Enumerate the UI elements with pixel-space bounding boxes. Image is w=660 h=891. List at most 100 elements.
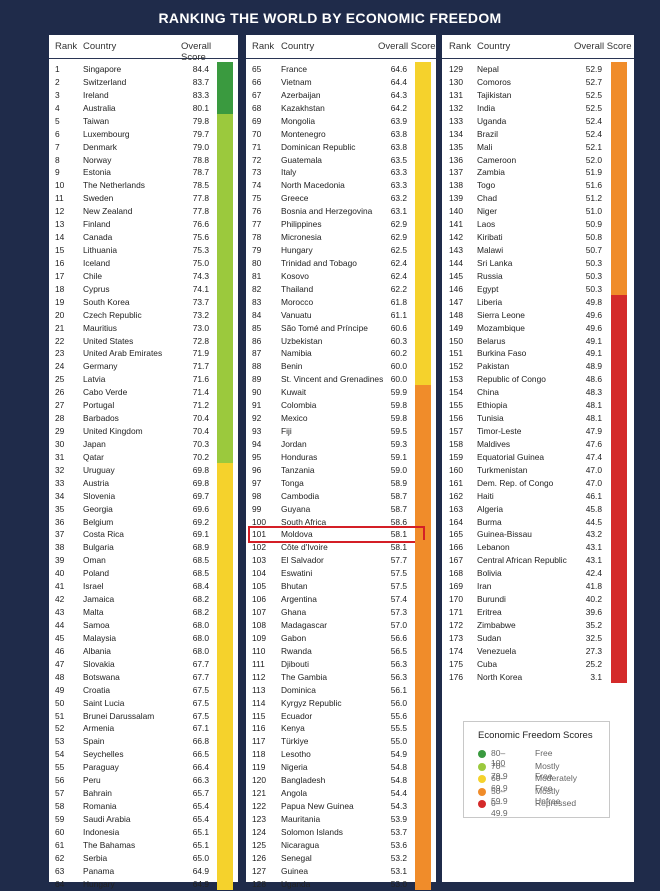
table-row: 119 Nigeria 54.8 xyxy=(246,761,436,774)
country-cell: Haiti xyxy=(477,490,494,501)
rank-cell: 142 xyxy=(449,232,463,243)
score-bar-segment xyxy=(217,281,233,296)
rank-cell: 70 xyxy=(252,128,262,139)
score-cell: 67.7 xyxy=(192,658,209,669)
rank-cell: 104 xyxy=(252,568,266,579)
score-bar-segment xyxy=(415,113,431,128)
country-cell: Slovakia xyxy=(83,658,115,669)
rank-cell: 175 xyxy=(449,658,463,669)
rank-cell: 52 xyxy=(55,723,65,734)
rank-cell: 133 xyxy=(449,115,463,126)
rank-cell: 19 xyxy=(55,296,65,307)
country-cell: India xyxy=(477,102,496,113)
rank-cell: 36 xyxy=(55,516,65,527)
score-cell: 53.7 xyxy=(390,826,407,837)
country-cell: Germany xyxy=(83,361,118,372)
table-row: 127 Guinea 53.1 xyxy=(246,865,436,878)
table-row: 1 Singapore 84.4 xyxy=(49,63,238,76)
table-row: 23 United Arab Emirates 71.9 xyxy=(49,347,238,360)
rank-cell: 5 xyxy=(55,115,60,126)
score-bar-segment xyxy=(611,100,627,115)
score-bar-segment xyxy=(415,721,431,735)
rank-cell: 160 xyxy=(449,464,463,475)
score-cell: 64.2 xyxy=(390,102,407,113)
rank-cell: 85 xyxy=(252,322,262,333)
score-cell: 50.8 xyxy=(585,232,602,243)
score-bar-segment xyxy=(217,514,233,529)
score-cell: 59.0 xyxy=(390,464,407,475)
score-bar-segment xyxy=(217,527,233,541)
rank-cell: 29 xyxy=(55,426,65,437)
score-cell: 54.4 xyxy=(390,788,407,799)
country-cell: Canada xyxy=(83,232,113,243)
table-row: 2 Switzerland 83.7 xyxy=(49,76,238,89)
country-cell: Morocco xyxy=(281,296,314,307)
legend-range: 0–49.9 xyxy=(491,798,508,818)
score-cell: 50.3 xyxy=(585,270,602,281)
table-row: 31 Qatar 70.2 xyxy=(49,451,238,464)
rank-cell: 48 xyxy=(55,671,65,682)
score-bar-segment xyxy=(415,682,431,697)
score-bar-segment xyxy=(415,488,431,503)
table-row: 159 Equatorial Guinea 47.4 xyxy=(442,451,634,464)
table-row: 170 Burundi 40.2 xyxy=(442,593,634,606)
country-cell: United States xyxy=(83,335,134,346)
rank-cell: 39 xyxy=(55,555,65,566)
rank-cell: 172 xyxy=(449,619,463,630)
score-bar-segment xyxy=(415,385,431,399)
score-bar-segment xyxy=(611,320,627,335)
score-cell: 46.1 xyxy=(585,490,602,501)
score-cell: 68.5 xyxy=(192,568,209,579)
score-cell: 57.0 xyxy=(390,619,407,630)
score-cell: 62.5 xyxy=(390,245,407,256)
rank-cell: 94 xyxy=(252,438,262,449)
score-bar-segment xyxy=(611,333,627,348)
table-row: 175 Cuba 25.2 xyxy=(442,658,634,671)
rank-cell: 45 xyxy=(55,632,65,643)
country-cell: Rwanda xyxy=(281,645,312,656)
score-cell: 56.5 xyxy=(390,645,407,656)
score-cell: 51.0 xyxy=(585,206,602,217)
table-row: 95 Honduras 59.1 xyxy=(246,451,436,464)
country-cell: Kuwait xyxy=(281,387,307,398)
table-row: 13 Finland 76.6 xyxy=(49,218,238,231)
score-bar-segment xyxy=(611,669,627,684)
score-cell: 69.7 xyxy=(192,490,209,501)
score-bar-segment xyxy=(415,656,431,671)
score-bar-segment xyxy=(217,540,233,554)
rank-cell: 135 xyxy=(449,141,463,152)
score-bar-segment xyxy=(217,592,233,606)
table-row: 16 Iceland 75.0 xyxy=(49,257,238,270)
country-cell: United Arab Emirates xyxy=(83,348,163,359)
rank-cell: 53 xyxy=(55,736,65,747)
score-bar-segment xyxy=(415,191,431,205)
country-cell: Burundi xyxy=(477,594,506,605)
country-cell: Hungary xyxy=(281,245,313,256)
score-bar-segment xyxy=(611,268,627,283)
table-row: 150 Belarus 49.1 xyxy=(442,335,634,348)
country-cell: Japan xyxy=(83,438,106,449)
table-row: 152 Pakistan 48.9 xyxy=(442,360,634,373)
score-cell: 48.9 xyxy=(585,361,602,372)
score-bar-segment xyxy=(611,411,627,425)
table-row: 165 Guinea-Bissau 43.2 xyxy=(442,528,634,541)
table-row: 108 Madagascar 57.0 xyxy=(246,619,436,632)
score-cell: 57.3 xyxy=(390,607,407,618)
score-cell: 59.8 xyxy=(390,400,407,411)
score-bar-segment xyxy=(611,178,627,192)
country-cell: São Tomé and Príncipe xyxy=(281,322,368,333)
score-bar-segment xyxy=(217,850,233,865)
table-row: 84 Vanuatu 61.1 xyxy=(246,309,436,322)
score-bar-segment xyxy=(415,436,431,451)
country-cell: Norway xyxy=(83,154,112,165)
score-cell: 56.3 xyxy=(390,671,407,682)
table-row: 109 Gabon 56.6 xyxy=(246,632,436,645)
score-cell: 72.8 xyxy=(192,335,209,346)
table-row: 124 Solomon Islands 53.7 xyxy=(246,826,436,839)
score-bar-segment xyxy=(415,372,431,386)
country-cell: Iceland xyxy=(83,257,111,268)
country-cell: Vietnam xyxy=(281,76,312,87)
rank-cell: 90 xyxy=(252,387,262,398)
legend-dot-icon xyxy=(478,800,486,808)
table-row: 29 United Kingdom 70.4 xyxy=(49,425,238,438)
